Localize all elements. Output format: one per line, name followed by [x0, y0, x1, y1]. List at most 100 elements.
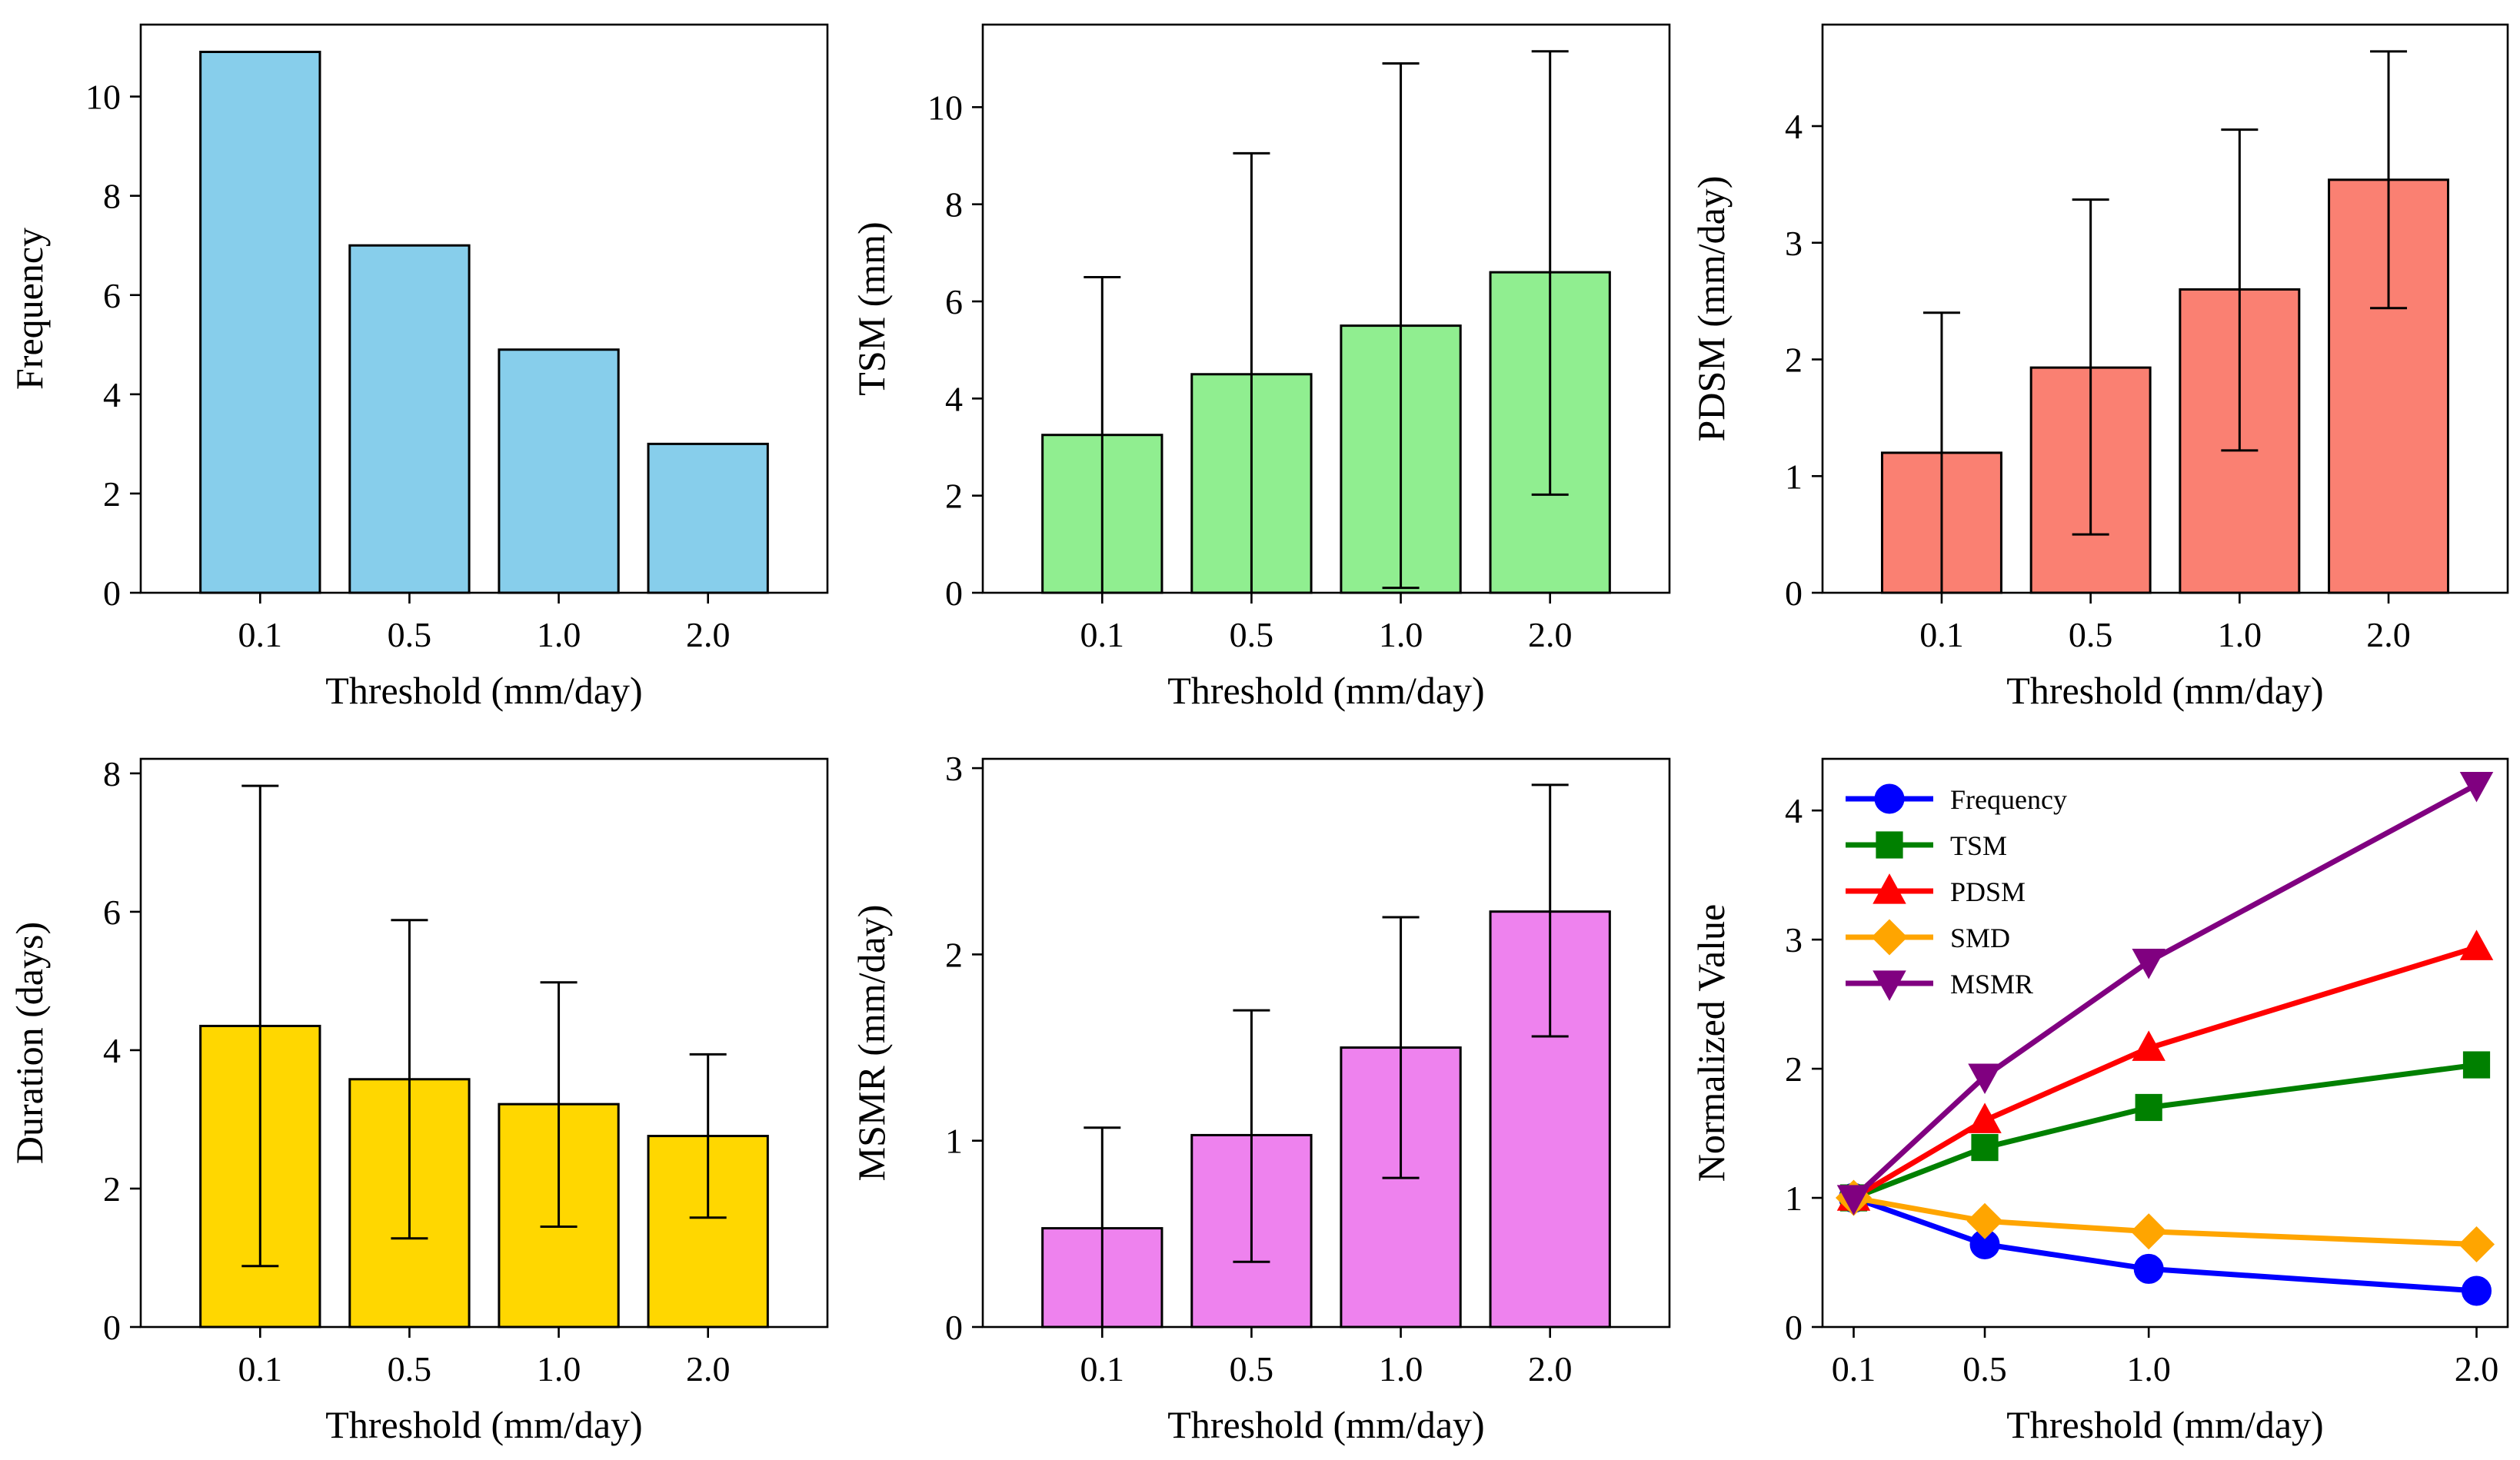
y-axis-label: Normalized Value [1689, 904, 1733, 1182]
y-axis-label: TSM (mm) [850, 221, 893, 395]
y-tick-label: 4 [103, 375, 121, 414]
x-tick-label: 0.1 [1080, 1349, 1125, 1388]
y-axis-label: PDSM (mm/day) [1689, 176, 1733, 442]
marker-triangle-up [2132, 1030, 2165, 1061]
x-tick-label: 2.0 [1528, 1349, 1573, 1388]
x-axis-label: Threshold (mm/day) [1167, 1403, 1484, 1446]
series-line-pdsm [1852, 944, 2478, 1201]
x-tick-label: 1.0 [2126, 1349, 2171, 1388]
y-tick-label: 6 [945, 282, 963, 321]
y-tick-label: 4 [103, 1031, 121, 1070]
y-tick-label: 0 [103, 1308, 121, 1347]
axes-frame [139, 23, 829, 594]
bar [348, 244, 471, 594]
y-tick-label: 0 [945, 1308, 963, 1347]
y-tick-label: 2 [103, 474, 121, 514]
y-tick-label: 8 [103, 177, 121, 216]
marker-diamond [2130, 1213, 2167, 1250]
y-axis-label: Duration (days) [8, 922, 51, 1164]
y-tick-label: 0 [1785, 1308, 1803, 1347]
x-tick-label: 0.1 [238, 1349, 283, 1388]
legend-entry: SMD [1950, 923, 2010, 953]
y-tick-label: 0 [103, 574, 121, 613]
y-tick-label: 1 [1785, 1179, 1803, 1218]
marker-triangle-up [1873, 873, 1906, 904]
bar-chart-panel: 0.1 0.5 1.0 2.0 0 1 2 3 MSMR (mm/day) Threshold (… [850, 749, 1671, 1446]
x-axis-label: Threshold (mm/day) [325, 1403, 642, 1446]
legend-entry: Frequency [1950, 784, 2067, 815]
marker-triangle-down [2459, 771, 2494, 803]
y-tick-label: 6 [103, 893, 121, 932]
x-tick-label: 0.5 [2069, 615, 2113, 654]
axes-frame [981, 23, 1671, 594]
line-chart-panel: 0.1 0.5 1.0 2.0 0 1 2 3 4 Normalized Value Thresho… [1689, 757, 2509, 1446]
x-tick-label: 2.0 [2455, 1349, 2499, 1388]
y-tick-label: 2 [103, 1169, 121, 1209]
x-tick-label: 2.0 [686, 1349, 731, 1388]
marker-triangle-up [2459, 930, 2494, 960]
x-tick-label: 0.5 [1230, 615, 1274, 654]
series-line-tsm [1853, 1062, 2477, 1201]
marker-square [2135, 1093, 2162, 1122]
marker-circle [2462, 1275, 2492, 1306]
y-axis-label: MSMR (mm/day) [850, 905, 893, 1182]
marker-square [1876, 831, 1903, 859]
y-tick-label: 2 [1785, 1049, 1803, 1089]
y-tick-label: 10 [85, 78, 121, 117]
x-tick-label: 0.5 [1230, 1349, 1274, 1388]
axes-frame [1821, 757, 2509, 1329]
y-tick-label: 1 [945, 1122, 963, 1161]
marker-triangle-up [1968, 1102, 2002, 1133]
x-axis-label: Threshold (mm/day) [325, 669, 642, 712]
bar [647, 442, 769, 594]
axes-frame [981, 757, 1671, 1329]
series-line-smd [1853, 1195, 2477, 1248]
y-tick-label: 8 [103, 754, 121, 793]
x-tick-label: 2.0 [2366, 615, 2411, 654]
marker-triangle-down [1873, 970, 1906, 1001]
marker-diamond [2458, 1226, 2495, 1263]
x-tick-label: 0.1 [1832, 1349, 1876, 1388]
y-tick-label: 3 [945, 749, 963, 788]
y-tick-label: 0 [1785, 574, 1803, 613]
marker-triangle-down [1968, 1063, 2002, 1095]
y-tick-label: 1 [1785, 457, 1803, 496]
y-tick-label: 6 [103, 276, 121, 315]
marker-triangle-down [1836, 1185, 1871, 1216]
y-tick-label: 4 [1785, 791, 1803, 830]
marker-diamond [1871, 919, 1908, 956]
x-axis-label: Threshold (mm/day) [1167, 669, 1484, 712]
y-tick-label: 4 [1785, 107, 1803, 146]
x-tick-label: 1.0 [1379, 1349, 1423, 1388]
x-tick-label: 0.5 [1962, 1349, 2007, 1388]
x-tick-label: 0.5 [388, 1349, 432, 1388]
marker-square [2462, 1051, 2491, 1079]
x-tick-label: 2.0 [686, 615, 731, 654]
marker-triangle-down [2132, 949, 2165, 979]
x-tick-label: 0.1 [1919, 615, 1964, 654]
series-line-msmr [1852, 782, 2478, 1200]
legend-entry: MSMR [1950, 969, 2033, 999]
y-tick-label: 8 [945, 185, 963, 224]
x-axis-label: Threshold (mm/day) [2006, 1403, 2323, 1446]
y-tick-label: 3 [1785, 920, 1803, 959]
marker-circle [1874, 783, 1905, 814]
marker-diamond [1966, 1202, 2003, 1239]
series-line-frequency [1853, 1195, 2477, 1294]
y-tick-label: 2 [945, 477, 963, 516]
bar-chart-panel: 0.1 0.5 1.0 2.0 0 1 2 3 4 PDSM (mm/day) Threshold … [1689, 23, 2509, 712]
bar-chart-panel: 0.1 0.5 1.0 2.0 0 2 4 6 8 10 Frequency Threshold (m… [8, 23, 829, 712]
bar-chart-panel: 0.1 0.5 1.0 2.0 0 2 4 6 8 Duration (days) Threshol… [8, 754, 829, 1446]
x-tick-label: 0.5 [388, 615, 432, 654]
bar [199, 50, 321, 594]
x-tick-label: 2.0 [1528, 615, 1573, 654]
bar-chart-panel: 0.1 0.5 1.0 2.0 0 2 4 6 8 10 TSM (mm) Threshold (mm… [850, 23, 1671, 712]
axes-frame [1821, 23, 2509, 594]
y-tick-label: 10 [927, 88, 963, 127]
x-tick-label: 0.1 [238, 615, 283, 654]
x-tick-label: 1.0 [537, 1349, 581, 1388]
x-tick-label: 1.0 [537, 615, 581, 654]
bar [498, 348, 620, 594]
x-tick-label: 1.0 [2218, 615, 2262, 654]
